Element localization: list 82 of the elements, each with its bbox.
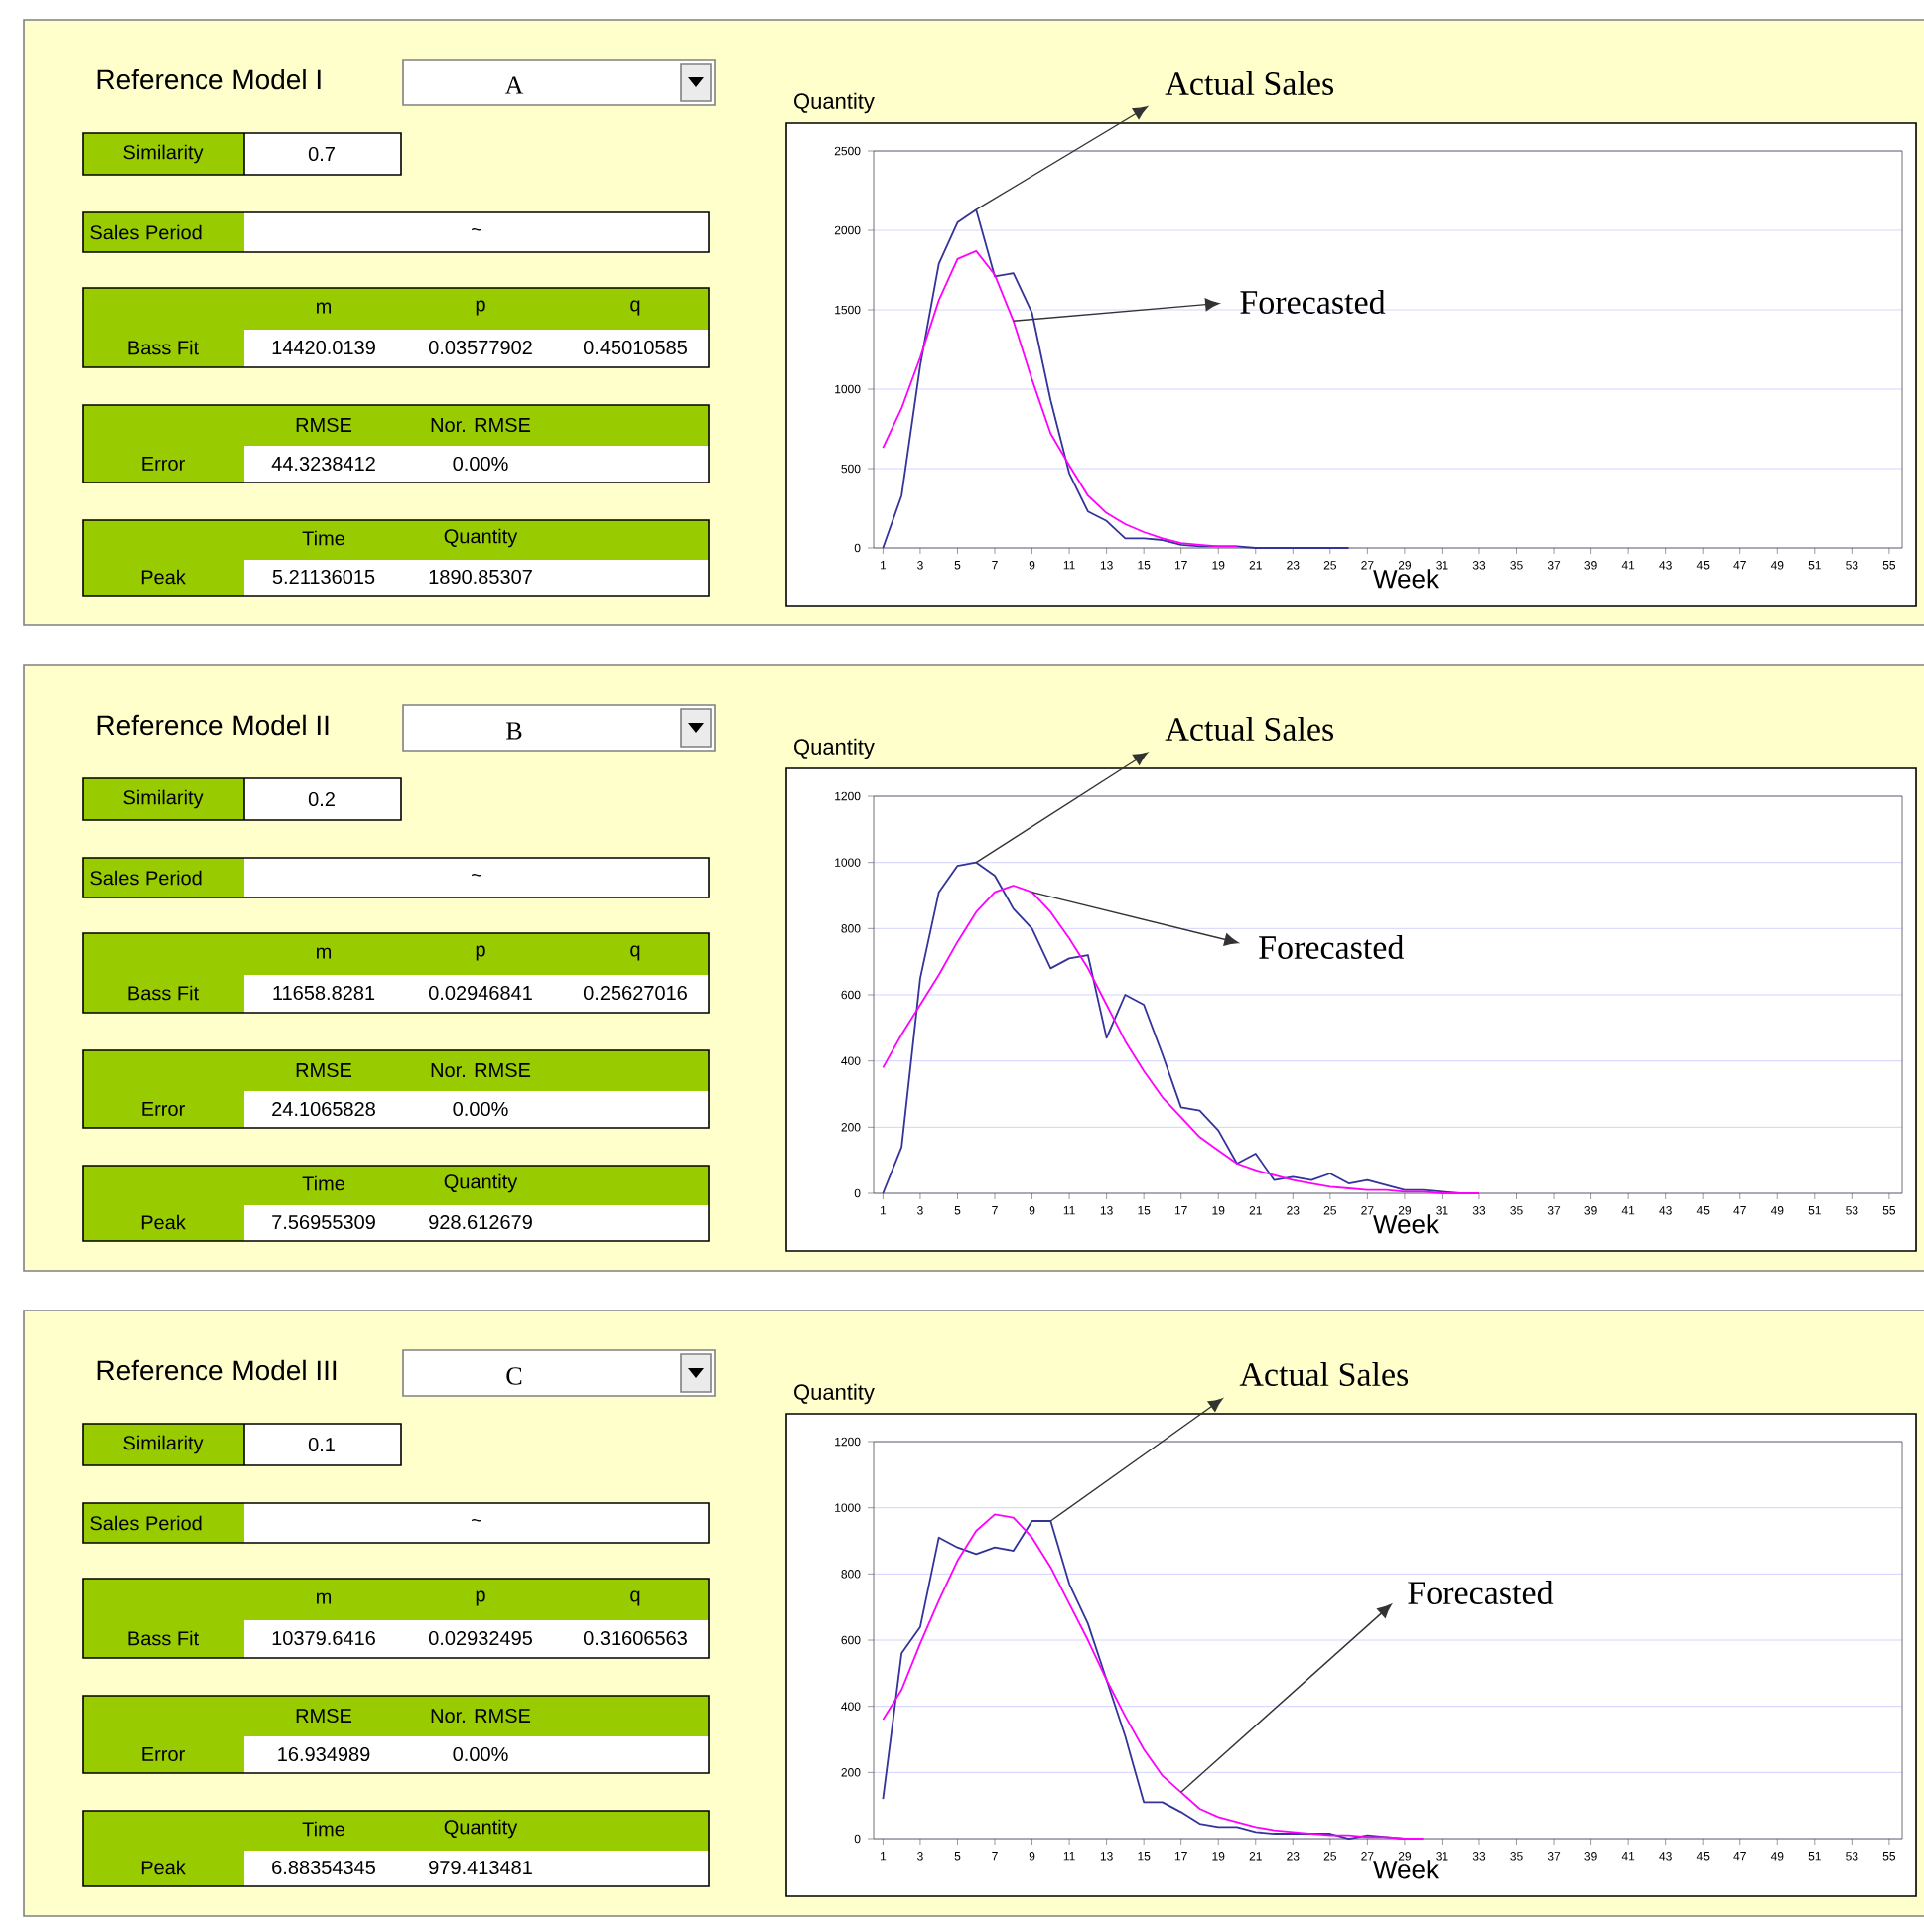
annotation: Forecasted [1408, 1581, 1554, 1604]
annotation: Forecasted [1259, 935, 1405, 959]
text: Nor. RMSE [431, 1708, 531, 1724]
y-axis-title: Quantity [794, 738, 875, 759]
text: Quantity [444, 1173, 518, 1193]
text: p [476, 945, 485, 961]
text: C [506, 1367, 522, 1385]
text: 0.25627016 [583, 985, 687, 1001]
text: q [630, 945, 640, 961]
text: ~ [472, 874, 481, 877]
text: q [630, 300, 640, 316]
x-axis-title: Week [1373, 569, 1440, 589]
text: 1890.85307 [429, 569, 532, 585]
y-axis-title: Quantity [794, 1383, 875, 1405]
annotation: Forecasted [1240, 290, 1386, 314]
text: 16.934989 [278, 1746, 370, 1762]
text: Peak [141, 1214, 186, 1230]
text: 928.612679 [429, 1214, 532, 1230]
text: 44.3238412 [271, 456, 375, 472]
text: ~ [472, 228, 481, 231]
text: 0.7 [308, 146, 335, 162]
text: 11658.8281 [273, 985, 375, 1001]
text: RMSE [296, 1062, 352, 1078]
text: Bass Fit [128, 340, 199, 355]
annotation: Actual Sales [1165, 717, 1334, 741]
text: m [316, 1592, 332, 1604]
text: Peak [141, 1860, 186, 1875]
text: Sales Period [90, 1515, 202, 1531]
text: Bass Fit [128, 985, 199, 1001]
text: Sales Period [90, 870, 202, 886]
x-axis-title: Week [1373, 1860, 1440, 1879]
text: Peak [141, 569, 186, 585]
y-axis-title: Quantity [794, 92, 875, 114]
text: Nor. RMSE [431, 1062, 531, 1078]
text: ~ [472, 1519, 481, 1522]
text: 0.00% [453, 1746, 508, 1762]
text: 10379.6416 [272, 1630, 375, 1646]
text: 0.02946841 [428, 985, 532, 1001]
text: 14420.0139 [272, 340, 375, 355]
annotation: Actual Sales [1165, 71, 1334, 95]
text: Reference Model II [97, 714, 329, 736]
text: 0.45010585 [583, 340, 687, 355]
text: 24.1065828 [272, 1101, 375, 1117]
text: Similarity [123, 144, 204, 164]
text: p [476, 300, 485, 316]
text: B [506, 722, 522, 740]
text: 0.02932495 [428, 1630, 532, 1646]
text: Nor. RMSE [431, 417, 531, 433]
text: 0.00% [453, 1101, 508, 1117]
text: Time [302, 1175, 344, 1191]
text: A [504, 76, 524, 94]
text: Bass Fit [128, 1630, 199, 1646]
text: 5.21136015 [272, 569, 375, 585]
text: p [476, 1590, 485, 1606]
text: m [316, 302, 332, 314]
text: Time [302, 530, 344, 546]
text: Quantity [444, 1819, 518, 1839]
text: RMSE [296, 1708, 352, 1724]
line-series [882, 249, 1238, 548]
text: q [630, 1590, 640, 1606]
text: Similarity [123, 1435, 204, 1454]
annotation: Actual Sales [1239, 1362, 1409, 1386]
text: 979.413481 [429, 1860, 532, 1875]
text: Reference Model I [97, 69, 321, 90]
text: 0.31606563 [583, 1630, 687, 1646]
text: Reference Model III [97, 1359, 337, 1381]
text: 0.03577902 [428, 340, 532, 355]
text: Quantity [444, 528, 518, 548]
text: 0.2 [308, 791, 335, 807]
text: 7.56955309 [272, 1214, 375, 1230]
text: Error [142, 1747, 185, 1761]
text: 6.88354345 [272, 1860, 375, 1875]
x-axis-title: Week [1373, 1214, 1440, 1234]
text: Similarity [123, 789, 204, 809]
text: Time [302, 1821, 344, 1837]
text: m [316, 947, 332, 959]
text: Sales Period [90, 224, 202, 240]
text: 0.00% [453, 456, 508, 472]
text: Error [142, 457, 185, 471]
text: 0.1 [308, 1437, 335, 1452]
text: Error [142, 1102, 185, 1116]
text: RMSE [296, 417, 352, 433]
